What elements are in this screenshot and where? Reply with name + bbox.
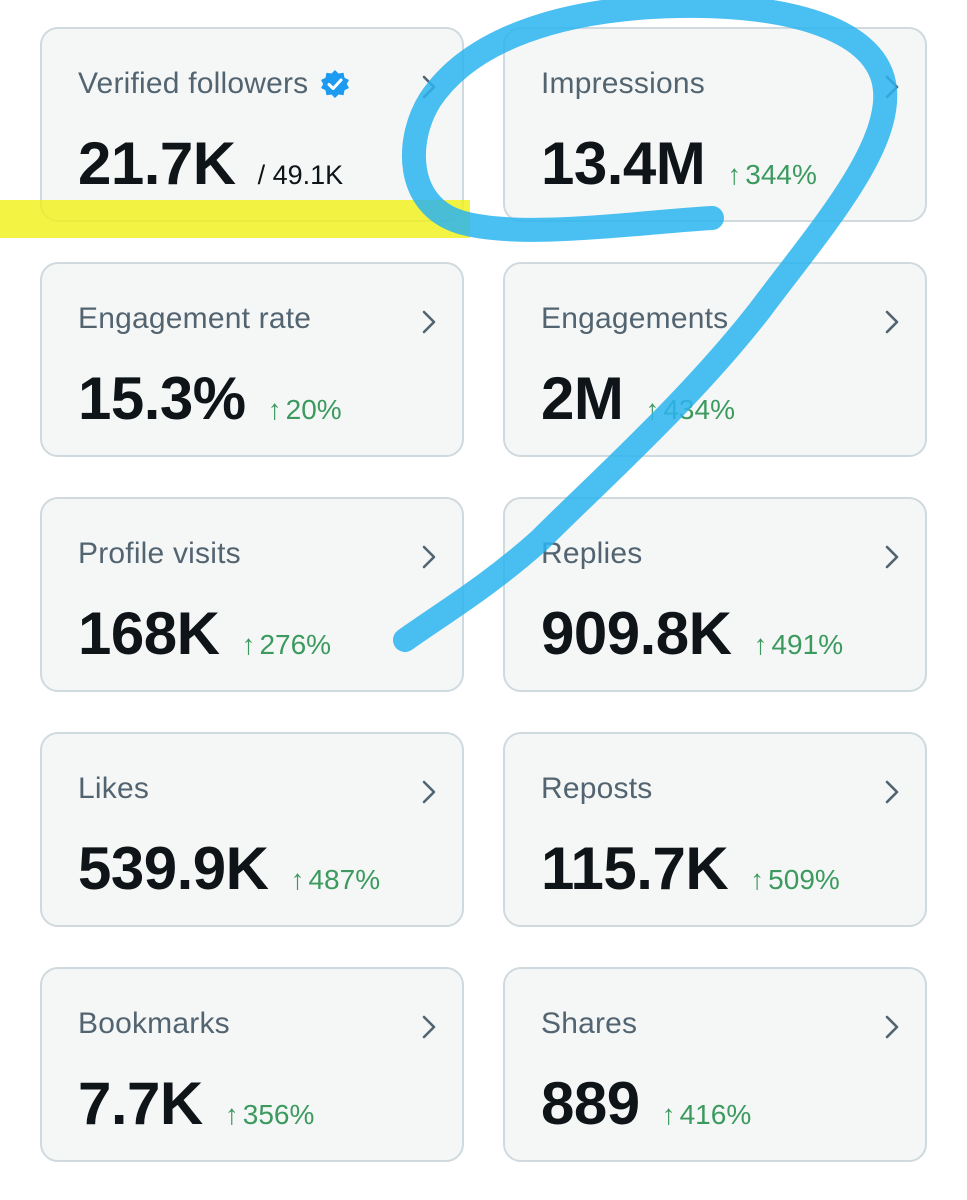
chevron-right-icon	[885, 75, 899, 99]
card-profile-visits[interactable]: Profile visits 168K ↑ 276%	[40, 497, 464, 692]
delta-badge: ↑ 344%	[727, 159, 817, 191]
chevron-right-icon	[885, 310, 899, 334]
card-label: Engagement rate	[78, 302, 312, 335]
card-shares[interactable]: Shares 889 ↑ 416%	[503, 967, 927, 1162]
arrow-up-icon: ↑	[645, 394, 660, 425]
arrow-up-icon: ↑	[753, 629, 768, 660]
delta-value: 509%	[768, 864, 840, 895]
card-engagements[interactable]: Engagements 2M ↑ 434%	[503, 262, 927, 457]
card-value: 539.9K	[78, 835, 269, 902]
delta-badge: ↑ 20%	[268, 394, 342, 426]
delta-value: 344%	[745, 159, 817, 190]
chevron-right-icon	[422, 1015, 436, 1039]
card-value: 21.7K	[78, 130, 236, 197]
chevron-right-icon	[885, 545, 899, 569]
arrow-up-icon: ↑	[241, 629, 256, 660]
chevron-right-icon	[885, 1015, 899, 1039]
arrow-up-icon: ↑	[750, 864, 765, 895]
arrow-up-icon: ↑	[661, 1099, 676, 1130]
card-total: / 49.1K	[257, 160, 344, 190]
card-label: Profile visits	[78, 537, 241, 570]
card-label: Bookmarks	[78, 1007, 230, 1040]
card-value: 7.7K	[78, 1070, 203, 1137]
chevron-right-icon	[422, 75, 436, 99]
delta-badge: ↑ 509%	[750, 864, 840, 896]
delta-value: 487%	[308, 864, 381, 895]
delta-value: 434%	[663, 394, 735, 425]
card-label: Shares	[541, 1007, 638, 1040]
delta-badge: ↑ 276%	[241, 629, 331, 661]
card-label: Impressions	[541, 67, 705, 100]
card-label: Likes	[78, 772, 150, 805]
delta-value: 356%	[242, 1099, 315, 1130]
verified-badge-icon	[320, 69, 350, 99]
delta-value: 20%	[285, 394, 342, 425]
card-value: 115.7K	[541, 835, 729, 902]
delta-badge: ↑ 416%	[662, 1099, 752, 1131]
delta-value: 491%	[771, 629, 844, 660]
card-likes[interactable]: Likes 539.9K ↑ 487%	[40, 732, 464, 927]
delta-badge: ↑ 487%	[290, 864, 380, 896]
chevron-right-icon	[422, 780, 436, 804]
arrow-up-icon: ↑	[267, 394, 282, 425]
card-value: 909.8K	[541, 600, 732, 667]
delta-value: 276%	[259, 629, 332, 660]
delta-badge: ↑ 434%	[645, 394, 735, 426]
arrow-up-icon: ↑	[727, 159, 742, 190]
chevron-right-icon	[422, 545, 436, 569]
delta-badge: ↑ 491%	[753, 629, 843, 661]
delta-badge: ↑ 356%	[225, 1099, 315, 1131]
card-label: Engagements	[541, 302, 729, 335]
card-value: 15.3%	[78, 365, 246, 432]
card-value: 889	[541, 1070, 640, 1137]
arrow-up-icon: ↑	[224, 1099, 239, 1130]
card-impressions[interactable]: Impressions 13.4M ↑ 344%	[503, 27, 927, 222]
chevron-right-icon	[422, 310, 436, 334]
card-value: 13.4M	[541, 130, 706, 197]
chevron-right-icon	[885, 780, 899, 804]
card-verified-followers[interactable]: Verified followers 21.7K / 49.1K	[40, 27, 464, 222]
card-label: Verified followers	[78, 67, 309, 100]
card-label: Reposts	[541, 772, 653, 805]
card-engagement-rate[interactable]: Engagement rate 15.3% ↑ 20%	[40, 262, 464, 457]
card-replies[interactable]: Replies 909.8K ↑ 491%	[503, 497, 927, 692]
card-value: 2M	[541, 365, 624, 432]
arrow-up-icon: ↑	[290, 864, 305, 895]
card-reposts[interactable]: Reposts 115.7K ↑ 509%	[503, 732, 927, 927]
card-value: 168K	[78, 600, 220, 667]
delta-value: 416%	[679, 1099, 752, 1130]
card-label: Replies	[541, 537, 643, 570]
card-bookmarks[interactable]: Bookmarks 7.7K ↑ 356%	[40, 967, 464, 1162]
